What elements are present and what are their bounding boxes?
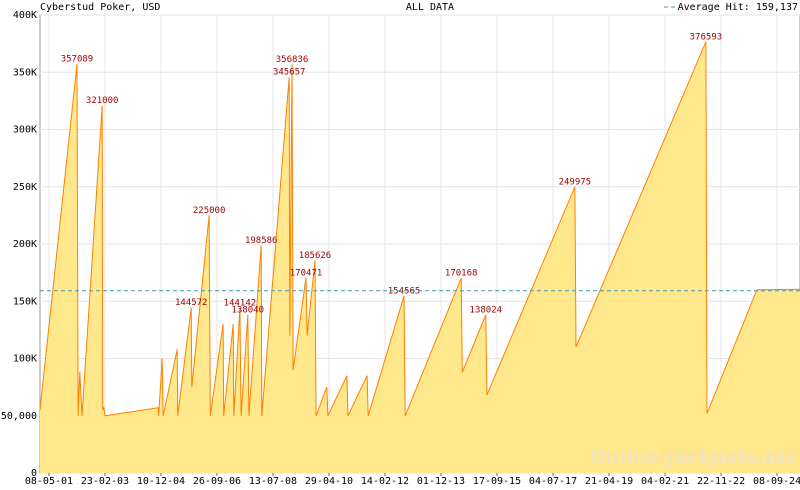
value-label: 198586	[245, 236, 278, 246]
value-label: 185626	[299, 251, 332, 261]
x-tick-label: 08-09-24	[753, 476, 800, 487]
area	[40, 41, 800, 474]
x-tick-label: 01-12-13	[417, 476, 465, 487]
x-tick-label: 21-04-19	[585, 476, 633, 487]
value-label: 376593	[690, 32, 723, 42]
y-tick-label: 300K	[13, 125, 37, 136]
watermark: Online-Jackpots.biz	[590, 447, 796, 469]
value-label: 345657	[273, 68, 306, 78]
value-label: 357089	[61, 55, 94, 65]
x-tick-label: 29-04-10	[305, 476, 353, 487]
y-tick-label: 150K	[13, 296, 37, 307]
y-tick-label: 0	[31, 468, 37, 479]
value-label: 356836	[276, 55, 309, 65]
x-tick-label: 04-02-21	[641, 476, 689, 487]
value-label: 144142	[224, 298, 257, 308]
value-label: 225000	[193, 206, 226, 216]
x-tick-label: 13-07-08	[249, 476, 297, 487]
chart-title: Cyberstud Poker, USD	[40, 2, 160, 13]
value-label: 138040	[232, 305, 265, 315]
x-tick-label: 26-09-06	[193, 476, 241, 487]
y-tick-label: 50,000	[1, 411, 37, 422]
line	[39, 41, 800, 417]
y-tick-label: 200K	[13, 239, 37, 250]
x-tick-label: 14-02-12	[361, 476, 409, 487]
y-tick-label: 100K	[13, 354, 37, 365]
y-tick-label: 250K	[13, 182, 37, 193]
x-tick-label: 04-07-17	[529, 476, 577, 487]
value-label: 138024	[470, 305, 503, 315]
legend-label: Average Hit: 159,137	[678, 2, 798, 13]
value-label: 144572	[175, 298, 208, 308]
x-tick-label: 23-02-03	[81, 476, 129, 487]
x-tick-label: 22-11-22	[697, 476, 745, 487]
value-label: 321000	[86, 96, 119, 106]
x-tick-label: 08-05-01	[25, 476, 73, 487]
value-label: 249975	[559, 177, 592, 187]
x-tick-label: 17-09-15	[473, 476, 521, 487]
value-label: 154565	[388, 287, 421, 297]
y-tick-label: 350K	[13, 67, 37, 78]
value-label: 170471	[290, 268, 323, 278]
chart-subtitle: ALL DATA	[406, 2, 454, 13]
value-label: 170168	[445, 269, 478, 279]
y-tick-label: 400K	[13, 10, 37, 21]
x-tick-label: 10-12-04	[137, 476, 185, 487]
